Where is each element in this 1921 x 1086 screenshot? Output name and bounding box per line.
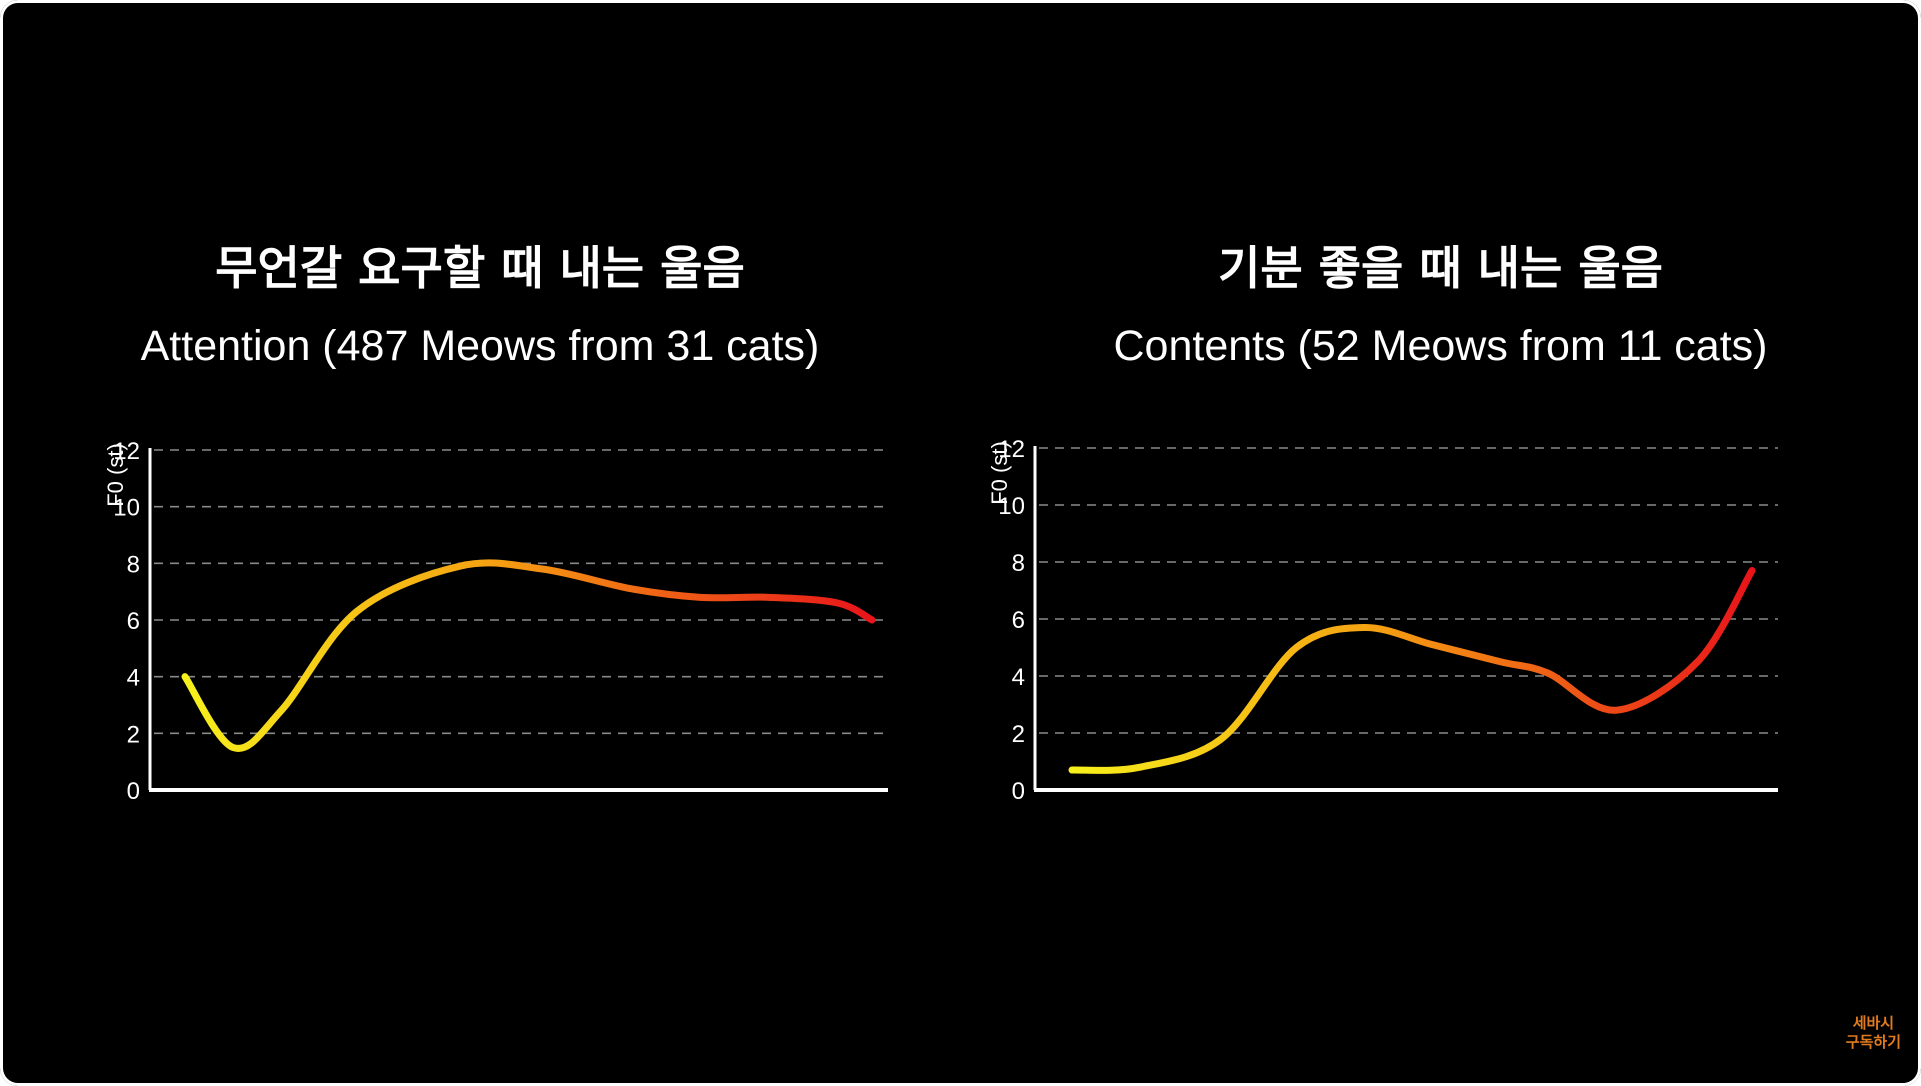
y-tick-label: 2 [1012,721,1025,748]
y-tick-label: 6 [127,608,140,635]
y-tick-label: 8 [1012,550,1025,577]
series-line [181,559,876,752]
y-tick-label: 2 [127,721,140,748]
y-tick-label: 4 [1012,664,1025,691]
watermark-line2: 구독하기 [1845,1033,1901,1051]
chart-title-korean: 무언갈 요구할 때 내는 울음 [215,241,745,295]
chart-title-korean: 기분 좋을 때 내는 울음 [1218,241,1663,295]
series-line [1068,567,1756,774]
chart-title: Contents (52 Meows from 11 cats) [1113,322,1768,370]
y-axis-label: F0 (st) [987,441,1012,505]
y-tick-label: 6 [1012,607,1025,634]
watermark-line1: 세바시 [1852,1014,1895,1032]
y-tick-label: 12 [113,438,140,465]
y-tick-label: 0 [1012,778,1025,805]
y-tick-label: 0 [127,778,140,805]
y-tick-label: 8 [127,551,140,578]
y-tick-label: 10 [998,493,1025,520]
chart-panel-contents: 기분 좋을 때 내는 울음 Contents (52 Meows from 11… [960,0,1921,1086]
y-tick-label: 12 [998,436,1025,463]
y-axis-label: F0 (st) [103,443,128,507]
chart-title: Attention (487 Meows from 31 cats) [140,322,820,370]
y-tick-label: 10 [113,495,140,522]
y-tick-label: 4 [127,665,140,692]
subscribe-watermark[interactable]: 세바시 구독하기 [1846,1014,1901,1052]
chart-panel-attention: 무언갈 요구할 때 내는 울음 Attention (487 Meows fro… [0,0,960,1086]
